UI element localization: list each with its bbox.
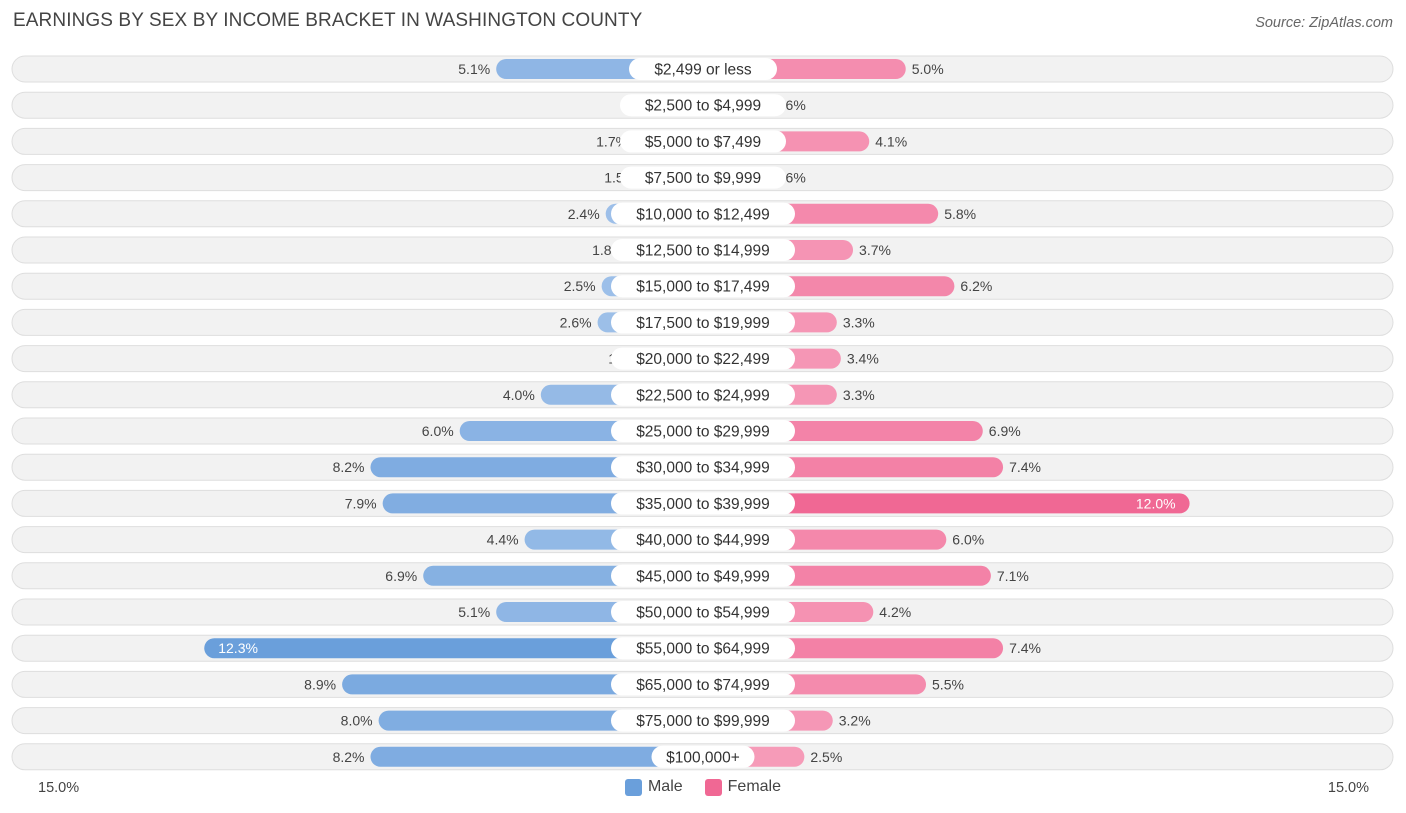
female-value-label: 3.2% [839,713,871,729]
category-label: $15,000 to $17,499 [636,279,770,296]
legend-swatch-female [704,778,722,796]
axis-right-label: 15.0% [1327,780,1369,796]
male-value-label: 5.1% [458,61,490,77]
legend: Male Female [0,778,1406,796]
category-pill [611,239,795,261]
category-label: $10,000 to $12,499 [636,206,770,223]
category-pill [651,745,755,768]
category-pill [611,528,795,551]
male-value-label: 8.2% [333,749,365,765]
category-pill [611,673,795,696]
category-label: $50,000 to $54,999 [636,605,770,622]
male-value-label: 4.0% [503,387,535,403]
female-value-label: 7.4% [1009,640,1041,656]
category-pill [620,166,786,189]
male-bar [204,638,704,659]
category-label: $12,500 to $14,999 [636,243,770,260]
male-value-label: 6.9% [385,568,417,584]
female-value-label: 6.2% [960,278,992,294]
legend-label-female: Female [727,778,782,795]
category-label: $7,500 to $9,999 [645,170,761,187]
category-label: $22,500 to $24,999 [636,387,770,404]
source-label: Source: ZipAtlas.com [1255,15,1393,31]
category-pill [611,564,795,587]
male-value-label: 7.9% [345,495,377,511]
category-label: $30,000 to $34,999 [636,460,770,477]
female-value-label: 7.1% [997,568,1029,584]
category-pill [620,130,786,153]
category-label: $45,000 to $49,999 [636,568,770,585]
category-pill [611,601,795,623]
legend-label-male: Male [647,778,683,795]
category-pill [611,456,795,479]
male-value-label: 12.3% [218,640,258,656]
category-pill [611,709,795,732]
male-value-label: 5.1% [458,604,490,620]
male-value-label: 8.0% [341,713,373,729]
category-label: $17,500 to $19,999 [636,315,770,332]
category-label: $40,000 to $44,999 [636,532,770,549]
male-value-label: 2.4% [568,206,600,222]
category-label: $20,000 to $22,499 [636,351,770,368]
category-pill [629,58,777,80]
category-pill [611,202,795,225]
female-value-label: 3.7% [859,242,891,258]
category-label: $55,000 to $64,999 [636,641,770,658]
category-pill [611,275,795,298]
male-bar [370,746,703,767]
female-value-label: 4.2% [879,604,911,620]
male-value-label: 2.6% [560,314,592,330]
category-label: $75,000 to $99,999 [636,713,770,730]
female-value-label: 2.5% [810,749,842,765]
category-pill [611,347,795,370]
category-label: $35,000 to $39,999 [636,496,770,513]
female-value-label: 3.4% [847,351,879,367]
female-bar [703,493,1190,514]
category-pill [611,311,795,334]
male-value-label: 8.2% [333,459,365,475]
female-value-label: 3.3% [843,387,875,403]
category-label: $2,500 to $4,999 [645,98,761,115]
female-value-label: 6.0% [952,532,984,548]
legend-swatch-male [624,778,642,796]
female-value-label: 6.9% [989,423,1021,439]
male-value-label: 6.0% [422,423,454,439]
legend-item-female[interactable]: Female [704,778,782,796]
female-value-label: 5.5% [932,676,964,692]
category-label: $5,000 to $7,499 [645,134,761,151]
category-pill [611,383,795,406]
female-value-label: 7.4% [1009,459,1041,475]
male-value-label: 2.5% [564,278,596,294]
chart-title: EARNINGS BY SEX BY INCOME BRACKET IN WAS… [13,10,643,31]
category-label: $2,499 or less [654,62,752,79]
female-value-label: 3.3% [843,314,875,330]
axis-left-label: 15.0% [38,780,80,796]
male-value-label: 4.4% [487,532,519,548]
category-label: $65,000 to $74,999 [636,677,770,694]
category-label: $25,000 to $29,999 [636,424,770,441]
category-pill [611,420,795,442]
female-value-label: 5.8% [944,206,976,222]
legend-item-male[interactable]: Male [624,778,683,796]
category-pill [611,492,795,515]
category-pill [620,94,786,117]
category-pill [611,637,795,660]
male-value-label: 1.7% [596,133,628,149]
female-value-label: 12.0% [1136,495,1176,511]
category-label: $100,000+ [666,749,740,766]
female-value-label: 4.1% [875,133,907,149]
female-value-label: 5.0% [912,61,944,77]
male-value-label: 8.9% [304,676,336,692]
